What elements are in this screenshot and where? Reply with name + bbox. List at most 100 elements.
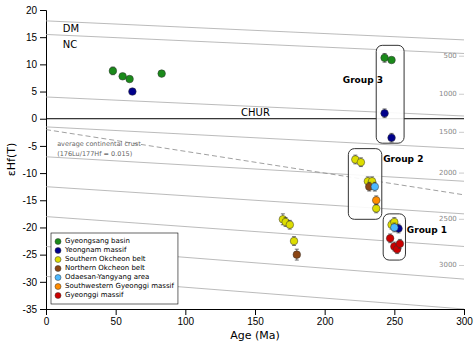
- y-tick: 10: [26, 59, 46, 70]
- y-tick: -20: [23, 222, 46, 233]
- point: [372, 205, 380, 213]
- y-tick-mark: [40, 119, 46, 120]
- y-axis-line: [40, 11, 47, 310]
- y-tick-mark: [40, 146, 46, 147]
- y-tick-label: -35: [23, 304, 38, 315]
- y-tick-label: -15: [23, 195, 38, 206]
- annotation: CHUR: [241, 107, 270, 118]
- legend-label: Yeongnam massif: [64, 246, 127, 254]
- series: [129, 88, 403, 233]
- x-tick: 50: [111, 309, 123, 327]
- legend-marker: [55, 275, 61, 281]
- y-tick-label: 20: [26, 5, 38, 16]
- y-tick: -15: [23, 195, 46, 206]
- side-tick: [459, 219, 464, 220]
- annotation: NC: [63, 39, 77, 50]
- side-label: 3000: [439, 261, 457, 269]
- point: [119, 73, 127, 81]
- point: [372, 196, 380, 204]
- legend-marker: [55, 239, 61, 245]
- legend-marker: [55, 257, 61, 263]
- x-axis: 0 50 100 150 200 250 300: [44, 309, 474, 327]
- y-tick: -30: [23, 277, 46, 288]
- legend-marker: [55, 266, 61, 272]
- point: [293, 251, 301, 259]
- legend-label: Gyeonggi massif: [65, 291, 124, 299]
- plot: 050100150200250300-35-30-25-20-15-10-505…: [23, 5, 474, 327]
- y-tick: -5: [28, 141, 46, 152]
- group-box: [376, 45, 404, 143]
- x-axis-line: [47, 310, 465, 316]
- point: [286, 221, 294, 229]
- point: [109, 67, 117, 75]
- x-tick-label: 250: [386, 316, 403, 327]
- point: [388, 56, 396, 64]
- legend-label: Gyeongsang basin: [65, 237, 130, 245]
- y-tick-label: 10: [26, 59, 38, 70]
- series: [293, 182, 373, 260]
- x-tick-label: 150: [247, 316, 264, 327]
- x-tick: 0: [44, 309, 50, 327]
- y-tick-label: -5: [28, 141, 37, 152]
- group-label: Group 3: [343, 75, 383, 85]
- side-label: 2500: [439, 215, 457, 223]
- legend-label: Northern Okcheon belt: [65, 264, 145, 272]
- x-tick-mark: [116, 309, 117, 315]
- y-tick-label: 15: [26, 32, 38, 43]
- annotation: (176Lu/177Hf = 0.015): [57, 150, 132, 158]
- legend-label: Odaesan-Yangyang area: [65, 273, 149, 281]
- side-label: 1000: [439, 90, 457, 98]
- side-label: 1500: [439, 128, 457, 136]
- annotations: average continental crust (176Lu/177Hf = …: [57, 23, 464, 269]
- chart: 050100150200250300-35-30-25-20-15-10-505…: [0, 0, 474, 345]
- side-tick: [459, 94, 464, 95]
- x-tick-label: 0: [44, 316, 50, 327]
- point: [357, 158, 365, 166]
- x-tick-label: 300: [456, 316, 473, 327]
- x-axis-title: Age (Ma): [230, 329, 280, 342]
- x-tick: 150: [247, 309, 264, 327]
- y-tick-mark: [40, 37, 46, 38]
- y-tick: -25: [23, 249, 46, 260]
- y-tick-mark: [40, 10, 46, 11]
- point: [371, 183, 379, 191]
- x-tick-label: 200: [317, 316, 334, 327]
- y-tick-label: -25: [23, 249, 38, 260]
- point: [391, 224, 399, 232]
- y-tick-mark: [40, 200, 46, 201]
- x-tick: 100: [177, 309, 194, 327]
- side-tick: [459, 132, 464, 133]
- y-tick-label: -30: [23, 277, 38, 288]
- group-label: Group 1: [407, 225, 447, 235]
- reference-line: [46, 187, 464, 214]
- annotation: average continental crust: [57, 140, 141, 148]
- legend-label: Southwestern Gyeonggi massif: [65, 282, 174, 290]
- point: [126, 75, 134, 83]
- legend-label: Southern Okcheon belt: [65, 255, 146, 263]
- point: [396, 240, 404, 248]
- x-tick: 300: [456, 309, 473, 327]
- series: [279, 155, 398, 245]
- x-tick-mark: [464, 309, 465, 315]
- y-axis: -35-30-25-20-15-10-505101520: [23, 5, 47, 315]
- y-tick-label: -20: [23, 222, 38, 233]
- y-tick-mark: [40, 227, 46, 228]
- x-tick-mark: [185, 309, 186, 315]
- point: [290, 237, 298, 245]
- series: [371, 182, 398, 231]
- point: [129, 88, 137, 96]
- y-tick: 5: [31, 86, 46, 97]
- x-tick: 200: [317, 309, 334, 327]
- group-box: [383, 214, 405, 260]
- x-tick: 250: [386, 309, 403, 327]
- series: [372, 196, 380, 205]
- point: [381, 54, 389, 62]
- legend-marker: [55, 248, 61, 254]
- series: [386, 234, 403, 254]
- point: [386, 235, 394, 243]
- side-label: 2000: [439, 169, 457, 177]
- y-tick: 0: [31, 113, 46, 124]
- y-tick-mark: [40, 282, 46, 283]
- x-tick-label: 100: [177, 316, 194, 327]
- annotation: DM: [63, 23, 79, 34]
